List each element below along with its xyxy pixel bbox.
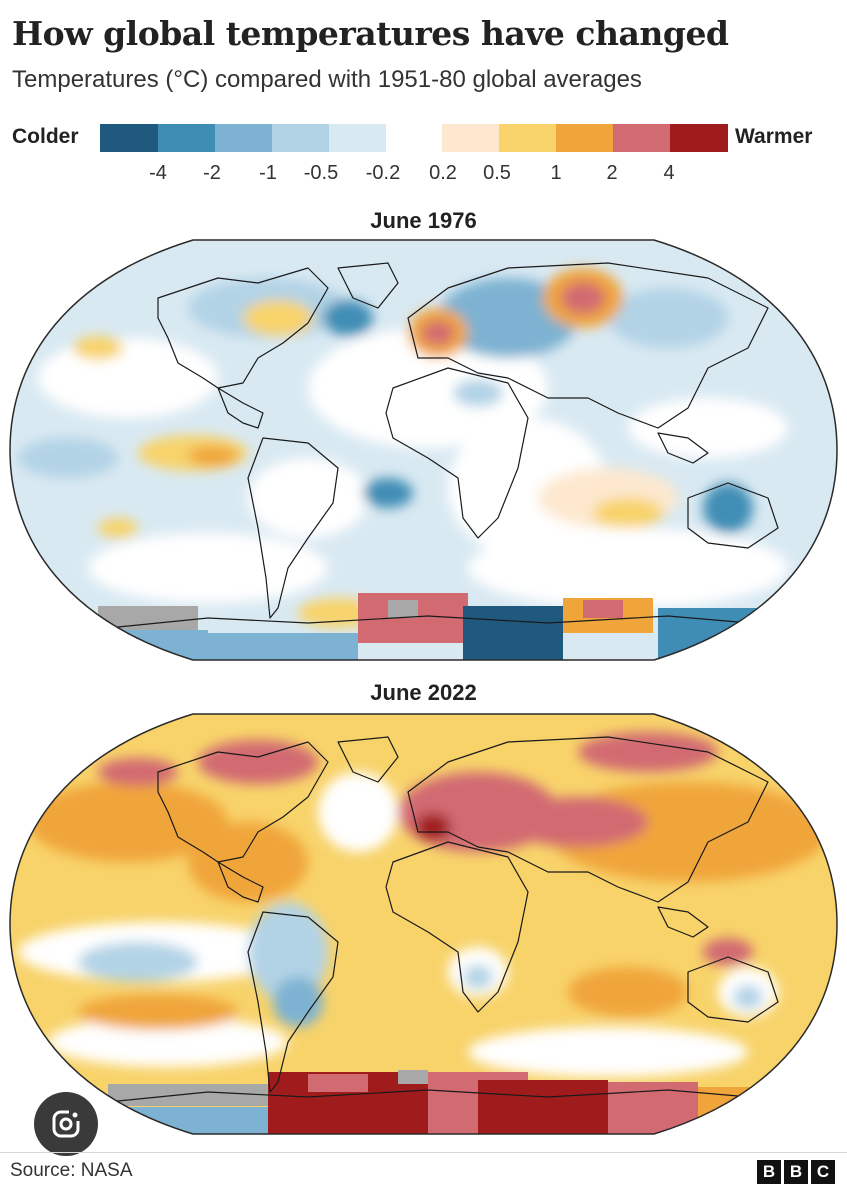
legend-warmer-label: Warmer	[735, 125, 813, 148]
legend-tick: 0.5	[483, 162, 511, 184]
lens-glyph-icon	[52, 1110, 80, 1138]
legend-tick: -0.2	[365, 162, 401, 184]
legend-tick: -4	[149, 162, 167, 184]
legend-swatch-warm-1	[442, 124, 499, 152]
legend-swatch-warm-2	[499, 124, 556, 152]
legend-swatch-cold-2	[158, 124, 215, 152]
map-title-2022: June 2022	[370, 680, 477, 705]
bbc-logo: B B C	[757, 1160, 835, 1184]
world-map-2022-icon	[9, 713, 838, 1135]
bbc-logo-letter: B	[784, 1160, 808, 1184]
legend-swatch-cold-3	[215, 124, 272, 152]
source-note: Source: NASA	[10, 1160, 133, 1181]
legend-colder-label: Colder	[12, 125, 79, 148]
color-legend: Colder Warmer -4 -2 -1 -0.5 -0.2 0.2 0.5…	[0, 122, 847, 192]
legend-swatch-warm-5	[670, 124, 728, 152]
page-title: How global temperatures have changed	[12, 14, 729, 53]
bbc-logo-letter: C	[811, 1160, 835, 1184]
legend-swatch-cold-5	[329, 124, 386, 152]
world-map-1976-icon	[9, 239, 838, 661]
map-title-1976: June 1976	[370, 208, 477, 233]
footer-divider	[0, 1152, 847, 1153]
legend-swatch-cold-1	[100, 124, 158, 152]
legend-tick: -0.5	[303, 162, 339, 184]
legend-swatch-warm-4	[613, 124, 670, 152]
google-lens-icon[interactable]	[34, 1092, 98, 1156]
legend-tick: 0.2	[429, 162, 457, 184]
legend-tick: 4	[663, 162, 675, 184]
bbc-logo-letter: B	[757, 1160, 781, 1184]
legend-swatch-cold-4	[272, 124, 329, 152]
legend-tick: 1	[550, 162, 562, 184]
legend-tick: 2	[606, 162, 618, 184]
legend-swatch-warm-3	[556, 124, 613, 152]
legend-tick: -2	[203, 162, 221, 184]
page-subtitle: Temperatures (°C) compared with 1951-80 …	[12, 66, 642, 93]
legend-tick: -1	[259, 162, 277, 184]
